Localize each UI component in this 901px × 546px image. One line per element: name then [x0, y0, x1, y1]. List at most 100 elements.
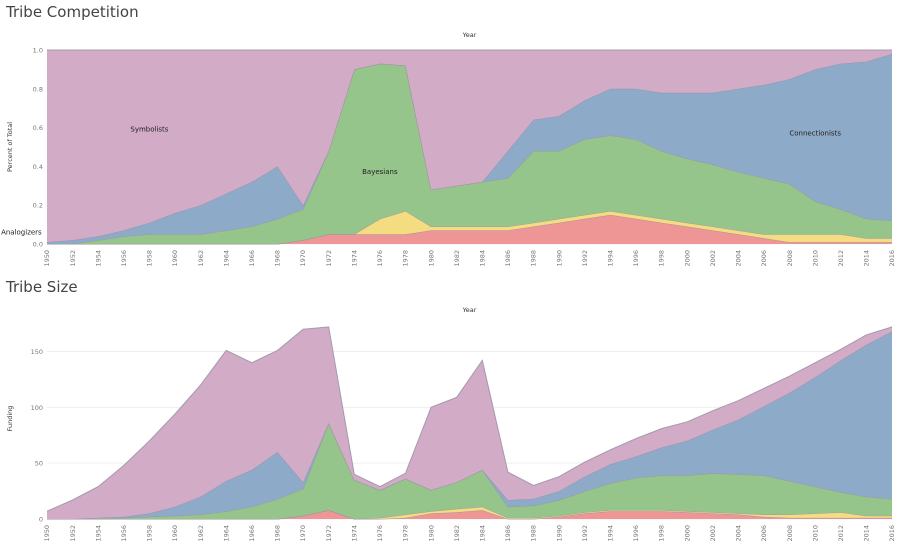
size-chart: 0 50 100 150 1950 1952 1954 1956 1958 1960 1962 196…: [6, 306, 896, 542]
x-tick-label: 1978: [402, 525, 410, 542]
y-tick-label: 150: [31, 348, 43, 356]
x-tick-label: 1988: [530, 250, 538, 267]
x-tick-label: 1984: [479, 525, 487, 542]
area-analogizers: [47, 214, 892, 244]
x-tick-label: 1952: [69, 250, 77, 267]
x-tick-label: 2006: [760, 525, 768, 542]
area-bayesians: [47, 63, 892, 244]
area-symbolists: [47, 50, 892, 243]
x-tick-label: 1966: [248, 250, 256, 267]
y-tick-label: 0: [39, 516, 43, 524]
x-tick-label: 2016: [888, 525, 896, 542]
x-tick-label: 1982: [453, 250, 461, 267]
x-tick-label: 1956: [120, 525, 128, 542]
x-axis-title: Year: [462, 31, 477, 39]
x-tick-label: 2014: [863, 250, 871, 267]
series-annotation: Symbolists: [130, 125, 168, 133]
x-tick-label: 1986: [504, 250, 512, 267]
chart-title-size: Tribe Size: [6, 278, 78, 296]
y-tick-label: 0.4: [33, 163, 43, 171]
x-tick-label: 1970: [299, 250, 307, 267]
x-tick-label: 2014: [863, 525, 871, 542]
x-tick-label: 1956: [120, 250, 128, 267]
y-tick-label: 0.6: [33, 124, 43, 132]
x-tick-label: 1972: [325, 250, 333, 267]
x-tick-label: 1998: [658, 525, 666, 542]
x-tick-label: 1998: [658, 250, 666, 267]
x-tick-label: 1960: [171, 250, 179, 267]
y-tick-label: 100: [31, 404, 43, 412]
x-tick-label: 1964: [222, 525, 230, 542]
x-tick-label: 1968: [274, 250, 282, 267]
x-tick-label: 2000: [683, 525, 691, 542]
x-tick-label: 2004: [735, 250, 743, 267]
x-tick-label: 2006: [760, 250, 768, 267]
x-tick-label: 1980: [427, 250, 435, 267]
x-tick-label: 1958: [146, 525, 154, 542]
x-tick-label: 1970: [299, 525, 307, 542]
x-tick-label: 1982: [453, 525, 461, 542]
x-tick-label: 2000: [683, 250, 691, 267]
x-tick-label: 1964: [222, 250, 230, 267]
y-tick-label: 0.8: [33, 85, 43, 93]
x-tick-label: 2004: [735, 525, 743, 542]
area-symbolists: [47, 326, 892, 519]
x-tick-label: 1986: [504, 525, 512, 542]
x-tick-label: 2002: [709, 250, 717, 267]
x-tick-label: 1990: [555, 525, 563, 542]
series-line-symbolists: [46, 326, 893, 512]
x-tick-label: 1996: [632, 250, 640, 267]
area-connectionists: [47, 53, 892, 245]
y-tick-label: 0.2: [33, 202, 43, 210]
x-tick-label: 1954: [94, 250, 102, 267]
y-tick-label: 50: [35, 460, 43, 468]
x-tick-label: 1968: [274, 525, 282, 542]
x-tick-label: 1976: [376, 250, 384, 267]
x-tick-label: 1952: [69, 525, 77, 542]
x-tick-label: 1992: [581, 525, 589, 542]
x-tick-label: 1950: [43, 250, 51, 267]
x-tick-label: 1962: [197, 525, 205, 542]
x-tick-label: 1994: [607, 250, 615, 267]
x-tick-label: 1976: [376, 525, 384, 542]
x-tick-label: 1960: [171, 525, 179, 542]
y-axis-title: Percent of Total: [6, 122, 14, 172]
x-tick-label: 1962: [197, 250, 205, 267]
x-tick-label: 2010: [811, 250, 819, 267]
x-tick-label: 2012: [837, 525, 845, 542]
x-tick-label: 1972: [325, 525, 333, 542]
x-tick-label: 1990: [555, 250, 563, 267]
x-tick-label: 1994: [607, 525, 615, 542]
x-tick-label: 1980: [427, 525, 435, 542]
area-evolutionaries: [47, 211, 892, 244]
x-tick-label: 1950: [43, 525, 51, 542]
x-tick-label: 1978: [402, 250, 410, 267]
x-tick-label: 1974: [350, 525, 358, 542]
series-line-connectionists: [47, 330, 893, 520]
x-tick-label: 1958: [146, 250, 154, 267]
x-tick-label: 1966: [248, 525, 256, 542]
x-tick-label: 1988: [530, 525, 538, 542]
x-tick-label: 2016: [888, 250, 896, 267]
x-tick-label: 2010: [811, 525, 819, 542]
x-tick-label: 2008: [786, 250, 794, 267]
x-tick-label: 1984: [479, 250, 487, 267]
series-annotation: Analogizers: [1, 228, 42, 236]
chart-title-competition: Tribe Competition: [6, 3, 139, 21]
x-tick-label: 2008: [786, 525, 794, 542]
series-annotation: Connectionists: [789, 129, 841, 137]
x-tick-label: 1996: [632, 525, 640, 542]
x-axis-title: Year: [462, 306, 477, 314]
x-tick-label: 2012: [837, 250, 845, 267]
y-tick-label: 0.0: [33, 241, 43, 249]
x-tick-label: 1954: [94, 525, 102, 542]
series-annotation: Bayesians: [362, 168, 398, 176]
x-tick-label: 1974: [350, 250, 358, 267]
y-axis-title: Funding: [6, 406, 14, 432]
area-connectionists: [47, 331, 892, 519]
competition-chart: 0.0 0.2 0.4 0.6 0.8 1.0 1950 1952 1954 1956 1958 19…: [1, 31, 896, 267]
x-tick-label: 2002: [709, 525, 717, 542]
x-tick-label: 1992: [581, 250, 589, 267]
y-tick-label: 1.0: [33, 47, 43, 55]
area-bayesians: [47, 423, 892, 519]
